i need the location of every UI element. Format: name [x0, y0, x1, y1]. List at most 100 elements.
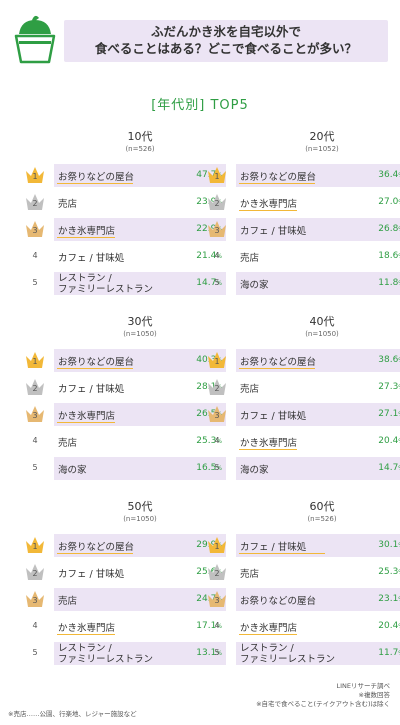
sample-size-label: (n=1050) [123, 515, 157, 523]
category-label: 売店 [58, 438, 78, 449]
panel-heading: 40代 (n=1050) [236, 315, 400, 339]
rank-number: 5 [214, 463, 220, 472]
rank-number: 1 [214, 357, 220, 366]
silver-crown-icon [24, 376, 46, 398]
sample-size-label: (n=1050) [305, 330, 339, 338]
panel-heading: 20代 (n=1052) [236, 130, 400, 154]
percentage-value: 18.6% [378, 251, 400, 261]
age-group-label: 10代 [127, 130, 153, 143]
sample-size-label: (n=1052) [305, 145, 339, 153]
rank-number: 3 [32, 411, 38, 420]
category-label-line: ファミリーレストラン [240, 654, 336, 665]
rank-number: 3 [214, 596, 220, 605]
category-label: カフェ / 甘味処 [240, 411, 307, 422]
percentage-value: 20.4% [378, 621, 400, 631]
bronze-crown-icon [206, 588, 228, 610]
row-background [236, 457, 400, 480]
age-group-label: 50代 [127, 500, 153, 513]
rank-row: 4 かき氷専門店 20.4% [214, 430, 400, 453]
section-title: [年代別] TOP5 [151, 98, 249, 113]
category-label: かき氷専門店 [58, 623, 116, 634]
category-label: 海の家 [58, 465, 87, 476]
rank-row: 2 売店 27.3% [208, 376, 400, 399]
percentage-value: 27.0% [378, 197, 400, 207]
highlight-underline [239, 209, 297, 211]
category-label: かき氷専門店 [240, 623, 298, 634]
row-background [54, 588, 226, 611]
rank-row: 4 売店 25.3% [32, 430, 226, 453]
percentage-value: 14.7% [196, 278, 222, 288]
rank-number: 5 [214, 648, 220, 657]
percentage-value: 14.7% [378, 463, 400, 473]
row-background [236, 218, 400, 241]
rank-number: 3 [214, 226, 220, 235]
rank-row: 4 かき氷専門店 17.1% [32, 615, 226, 638]
category-label: かき氷専門店 [58, 411, 116, 422]
category-label: お祭りなどの屋台 [58, 172, 135, 183]
title-box: ふだんかき氷を自宅以外で 食べることはある？どこで食べることが多い？ [64, 20, 388, 62]
rank-row: 5 海の家 11.8% [214, 272, 400, 295]
gold-crown-icon [24, 534, 46, 556]
category-label: お祭りなどの屋台 [240, 596, 317, 607]
panel-heading: 60代 (n=526) [236, 500, 400, 524]
row-background [236, 534, 400, 557]
rank-row: 1 お祭りなどの屋台 36.4% [208, 164, 400, 187]
category-label: 海の家 [240, 280, 269, 291]
rank-number: 1 [32, 542, 38, 551]
highlight-underline [239, 633, 297, 635]
shop-definition-note: ※売店……公園、行楽地、レジャー施設など [8, 710, 137, 718]
gold-crown-icon [24, 164, 46, 186]
rank-row: 2 売店 25.3% [208, 561, 400, 584]
category-label: お祭りなどの屋台 [58, 542, 135, 553]
bronze-crown-icon [24, 588, 46, 610]
category-label: 売店 [240, 384, 260, 395]
rank-number: 5 [32, 648, 38, 657]
rank-row: 5 海の家 16.5% [32, 457, 226, 480]
highlight-underline [57, 552, 134, 554]
percentage-value: 27.1% [378, 409, 400, 419]
title-line-1: ふだんかき氷を自宅以外で [150, 24, 301, 39]
row-background [54, 457, 226, 480]
rank-number: 1 [32, 357, 38, 366]
panel-heading: 50代 (n=1050) [54, 500, 226, 524]
percentage-value: 16.5% [196, 463, 222, 473]
category-label: 海の家 [240, 465, 269, 476]
rank-row: 3 カフェ / 甘味処 27.1% [208, 403, 400, 426]
rank-number: 3 [32, 226, 38, 235]
row-background [236, 164, 400, 187]
multi-answer-note: ※複数回答 [358, 691, 390, 699]
rank-row: 2 かき氷専門店 27.0% [208, 191, 400, 214]
gold-crown-icon [24, 349, 46, 371]
gold-crown-icon [206, 164, 228, 186]
rank-number: 4 [32, 621, 38, 630]
row-background [236, 403, 400, 426]
row-background [54, 534, 226, 557]
row-background [236, 588, 400, 611]
rank-row: 5 海の家 14.7% [214, 457, 400, 480]
bronze-crown-icon [206, 403, 228, 425]
bronze-crown-icon [206, 218, 228, 240]
age-group-label: 30代 [127, 315, 153, 328]
category-label: 売店 [240, 569, 260, 580]
rank-number: 5 [214, 278, 220, 287]
category-label: 売店 [58, 596, 78, 607]
percentage-value: 20.4% [378, 436, 400, 446]
silver-crown-icon [24, 561, 46, 583]
rank-number: 3 [214, 411, 220, 420]
row-background [54, 218, 226, 241]
category-label: レストラン / ファミリーレストラン [58, 273, 153, 295]
rank-number: 4 [214, 251, 220, 260]
category-label: 売店 [240, 253, 260, 264]
rank-row: 5 レストラン /ファミリーレストラン 11.7% [214, 642, 400, 665]
row-background [236, 349, 400, 372]
bronze-crown-icon [24, 403, 46, 425]
highlight-underline [239, 448, 297, 450]
silver-crown-icon [206, 191, 228, 213]
rank-row: 5 レストラン / ファミリーレストラン 13.1% [32, 642, 226, 665]
category-label: かき氷専門店 [240, 438, 298, 449]
